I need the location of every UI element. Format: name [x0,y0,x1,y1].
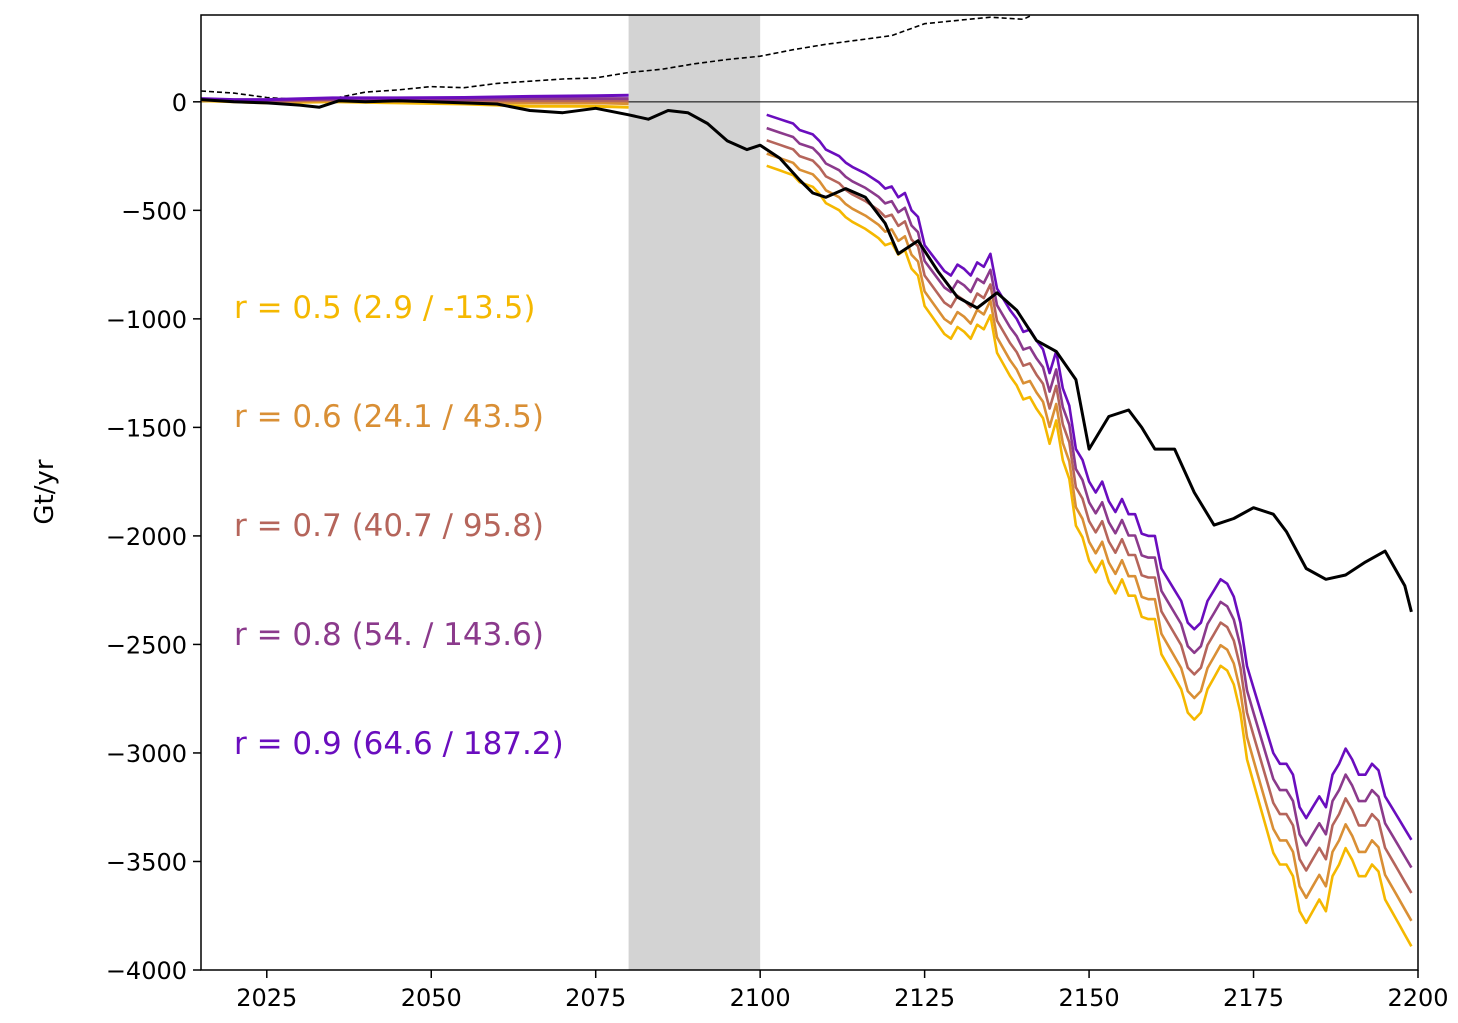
series-late-line-5 [766,113,1413,841]
y-tick-label: −2500 [106,631,187,659]
annotation-4: r = 0.8 (54. / 143.6) [234,617,544,653]
series-late-line-2 [766,152,1413,922]
y-tick-label: −500 [121,197,187,225]
x-tick-label: 2050 [401,984,462,1012]
x-tick-label: 2200 [1387,984,1448,1012]
annotation-2: r = 0.6 (24.1 / 43.5) [234,399,544,435]
shaded-region [628,15,761,970]
y-tick-label: −3000 [106,740,187,768]
y-tick-label: 0 [172,89,187,117]
shaded-span [628,15,761,970]
x-tick-label: 2125 [894,984,955,1012]
x-tick-label: 2025 [236,984,297,1012]
x-axis: 2025 2050 2075 2100 2125 2150 2175 2200 [236,970,1449,1012]
series-late-line-4 [766,126,1413,869]
observed-series-line [201,98,1413,613]
x-tick-label: 2075 [565,984,626,1012]
annotations: r = 0.5 (2.9 / -13.5) r = 0.6 (24.1 / 43.… [234,290,564,762]
x-tick-label: 2100 [730,984,791,1012]
y-tick-label: −1000 [106,306,187,334]
y-tick-label: −2000 [106,523,187,551]
y-axis-label: Gt/yr [30,459,60,524]
x-tick-label: 2175 [1223,984,1284,1012]
x-tick-label: 2150 [1059,984,1120,1012]
series-early-line-5 [201,93,629,102]
series-late-line-3 [766,139,1413,894]
y-tick-label: −3500 [106,848,187,876]
y-tick-label: −4000 [106,957,187,985]
y-axis: 0 −500 −1000 −1500 −2000 −2500 −3000 −3500 −4000 [106,89,201,985]
annotation-5: r = 0.9 (64.6 / 187.2) [234,726,564,762]
series-lines [201,15,1413,947]
annotation-1: r = 0.5 (2.9 / -13.5) [234,290,535,326]
y-tick-label: −1500 [106,414,187,442]
plot-frame [200,14,1419,971]
annotation-3: r = 0.7 (40.7 / 95.8) [234,508,544,544]
